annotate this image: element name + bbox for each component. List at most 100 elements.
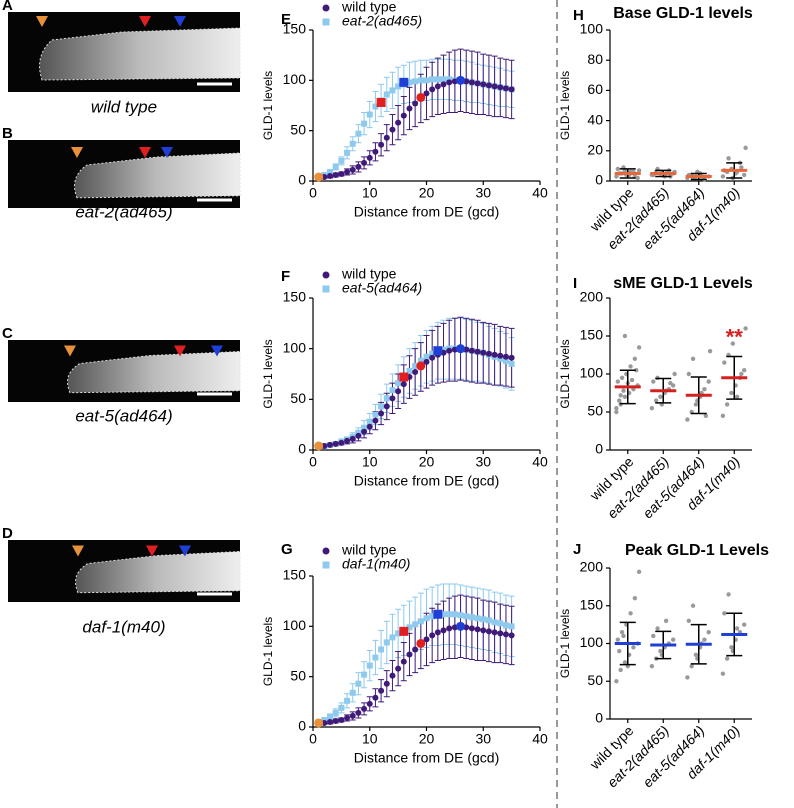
data-point — [389, 387, 396, 394]
data-point — [670, 637, 676, 642]
data-point — [327, 718, 334, 725]
arrowhead — [146, 545, 158, 557]
y-tick-label: 40 — [587, 111, 603, 127]
data-point — [474, 626, 481, 633]
y-tick-label: 150 — [283, 21, 307, 37]
data-point — [636, 168, 642, 173]
data-point — [485, 350, 492, 357]
y-tick-label: 0 — [595, 172, 603, 188]
y-tick-label: 150 — [580, 596, 604, 612]
data-point — [434, 629, 441, 636]
data-point — [618, 667, 623, 673]
data-point — [429, 86, 436, 93]
data-point — [395, 630, 402, 637]
x-tick-label: 20 — [419, 731, 435, 747]
data-point — [429, 632, 436, 639]
chart-title: Peak GLD-1 Levels — [625, 542, 769, 559]
data-point — [349, 166, 356, 173]
panel-letter: B — [2, 125, 13, 142]
data-point — [508, 623, 515, 630]
data-point — [383, 91, 390, 98]
arrowhead — [174, 16, 186, 27]
data-point — [332, 709, 339, 716]
highlight-point — [456, 621, 466, 631]
data-point — [378, 687, 385, 694]
legend-label: daf-1(m40) — [342, 556, 410, 572]
data-point — [423, 77, 430, 84]
data-point — [706, 379, 711, 384]
data-point — [468, 347, 475, 354]
data-point — [474, 615, 481, 622]
data-point — [468, 614, 475, 621]
data-point — [491, 619, 498, 626]
x-tick-label: 10 — [362, 185, 378, 201]
y-tick-label: 200 — [580, 289, 604, 305]
data-point — [423, 636, 430, 643]
data-point — [485, 82, 492, 89]
data-point — [383, 134, 390, 141]
data-point — [355, 709, 362, 716]
y-tick-label: 50 — [290, 667, 306, 683]
data-point — [508, 86, 515, 93]
data-point — [332, 717, 339, 724]
data-point — [412, 621, 419, 628]
data-point — [389, 672, 396, 679]
data-point — [615, 379, 621, 384]
x-tick-label: 30 — [475, 185, 491, 201]
data-point — [632, 596, 638, 601]
data-point — [423, 358, 430, 365]
data-point — [361, 120, 368, 127]
data-point — [621, 388, 626, 393]
data-point — [344, 168, 351, 175]
legend-marker — [322, 285, 330, 293]
data-point — [658, 394, 663, 399]
y-tick-label: 100 — [283, 339, 307, 355]
data-point — [332, 440, 339, 447]
data-point — [617, 648, 622, 654]
data-point — [502, 357, 509, 364]
gonad — [74, 152, 241, 199]
data-point — [321, 716, 328, 723]
panel-letter: A — [2, 0, 13, 14]
data-point — [480, 616, 487, 623]
chart-title: Base GLD-1 levels — [613, 5, 753, 22]
panel-letter: J — [573, 541, 581, 558]
data-point — [497, 630, 504, 637]
x-tick-label: 40 — [532, 185, 548, 201]
x-tick-label: 20 — [419, 454, 435, 470]
data-point — [686, 371, 692, 377]
data-point — [702, 387, 707, 392]
data-point — [383, 395, 390, 402]
data-point — [372, 411, 379, 418]
data-point — [618, 402, 623, 407]
highlight-point — [314, 441, 324, 451]
data-point — [480, 349, 487, 356]
data-point — [338, 439, 345, 446]
panel-letter: D — [2, 525, 13, 542]
data-point — [440, 627, 447, 634]
arrowhead — [139, 147, 151, 158]
highlight-point — [416, 638, 426, 648]
highlight-point — [433, 609, 443, 619]
data-point — [332, 163, 339, 170]
y-tick-label: 50 — [290, 121, 306, 137]
data-point — [619, 375, 625, 380]
data-point — [741, 622, 747, 627]
data-point — [395, 380, 402, 387]
y-tick-label: 150 — [580, 327, 604, 343]
panel-letter: C — [2, 325, 13, 342]
y-tick-label: 200 — [580, 559, 604, 575]
data-point — [614, 679, 619, 684]
data-point — [349, 140, 356, 147]
arrowhead — [36, 16, 48, 27]
data-point — [651, 633, 656, 639]
data-point — [628, 364, 633, 369]
data-point — [706, 629, 711, 635]
data-point — [619, 629, 625, 635]
y-tick-label: 0 — [595, 441, 603, 457]
x-tick-label: 0 — [309, 454, 317, 470]
y-axis-title: GLD-1 levels — [261, 71, 275, 140]
legend-label: wild type — [341, 266, 397, 282]
data-point — [658, 648, 663, 654]
data-point — [724, 656, 730, 661]
